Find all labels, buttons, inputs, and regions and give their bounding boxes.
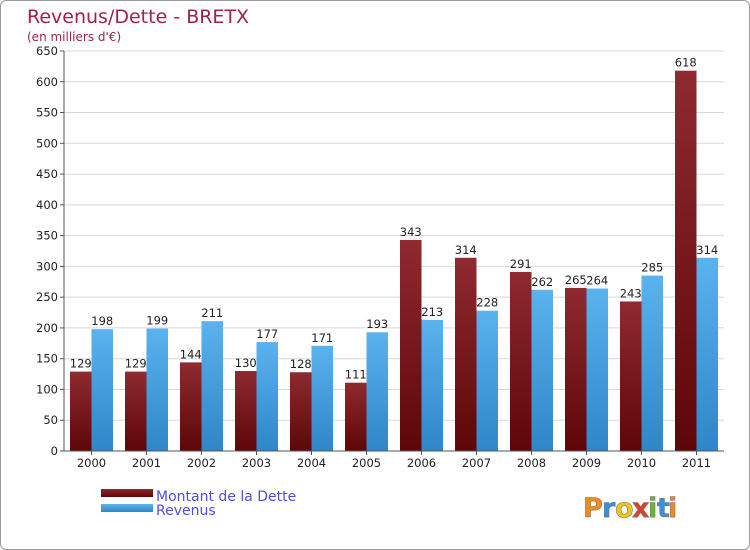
logo-letter: i (668, 493, 677, 524)
x-tick-label: 2006 (407, 456, 436, 470)
x-tick-label: 2007 (462, 456, 491, 470)
y-tick-label: 150 (36, 352, 58, 366)
x-tick-label: 2000 (77, 456, 106, 470)
logo-letter: o (615, 493, 634, 524)
y-tick-label: 450 (36, 167, 58, 181)
logo-letter: x (632, 493, 649, 524)
value-label-debt: 343 (400, 225, 422, 239)
bar-revenue (696, 257, 718, 451)
bar-debt (290, 372, 312, 451)
value-label-debt: 144 (180, 347, 202, 361)
value-label-debt: 265 (565, 273, 587, 287)
y-tick-label: 50 (43, 413, 58, 427)
bar-debt (180, 362, 202, 451)
value-label-revenue: 198 (91, 314, 113, 328)
bar-revenue (476, 310, 498, 451)
y-tick-label: 250 (36, 290, 58, 304)
x-tick-label: 2002 (187, 456, 216, 470)
bar-revenue (91, 329, 113, 451)
bars (70, 70, 718, 451)
y-tick-label: 200 (36, 321, 58, 335)
logo-letter: r (602, 493, 616, 524)
bar-debt (125, 371, 147, 451)
bar-debt (400, 239, 422, 451)
bar-revenue (531, 289, 553, 451)
x-tick-label: 2011 (682, 456, 711, 470)
logo-letter: t (657, 493, 670, 524)
value-label-revenue: 199 (146, 314, 168, 328)
bar-revenue (256, 342, 278, 451)
value-label-revenue: 314 (696, 243, 718, 257)
y-tick-label: 350 (36, 229, 58, 243)
value-label-debt: 129 (125, 357, 147, 371)
value-label-revenue: 211 (201, 306, 223, 320)
y-tick-label: 300 (36, 259, 58, 273)
x-tick-label: 2003 (242, 456, 271, 470)
y-tick-label: 0 (51, 444, 58, 458)
bar-revenue (421, 319, 443, 451)
bar-debt (565, 287, 587, 451)
value-label-revenue: 262 (531, 275, 553, 289)
bar-debt (455, 257, 477, 451)
legend-swatch-revenue (101, 504, 153, 512)
legend-label-debt: Montant de la Dette (156, 489, 296, 505)
value-label-debt: 314 (455, 243, 477, 257)
bar-revenue (641, 275, 663, 451)
chart-subtitle: (en milliers d'€) (27, 30, 121, 44)
x-tick-label: 2010 (627, 456, 656, 470)
value-label-revenue: 171 (311, 331, 333, 345)
value-label-revenue: 285 (641, 261, 663, 275)
bar-revenue (201, 321, 223, 451)
value-label-revenue: 228 (476, 296, 498, 310)
logo-letter: i (648, 493, 657, 524)
axes: 0 50 100 150 200 250 300 350 400 450 500 550 600 650 2… (36, 44, 724, 470)
value-label-debt: 243 (620, 286, 642, 300)
bar-debt (345, 382, 367, 451)
value-label-revenue: 213 (421, 305, 443, 319)
value-label-revenue: 177 (256, 327, 278, 341)
x-tick-label: 2008 (517, 456, 546, 470)
bar-revenue (146, 328, 168, 451)
value-label-debt: 618 (675, 56, 697, 70)
bar-debt (235, 371, 257, 451)
bar-debt (675, 70, 697, 451)
grid-lines (64, 50, 724, 421)
value-label-revenue: 264 (586, 274, 608, 288)
value-label-debt: 111 (345, 368, 367, 382)
y-tick-label: 500 (36, 136, 58, 150)
x-tick-label: 2001 (132, 456, 161, 470)
bar-debt (510, 271, 532, 451)
x-tick-label: 2004 (297, 456, 326, 470)
y-tick-label: 400 (36, 198, 58, 212)
bar-revenue (311, 345, 333, 451)
bar-debt (70, 371, 92, 451)
legend: Montant de la Dette Revenus (101, 489, 296, 519)
value-labels: 129 198 129 199 144 211 130 177 128 171 111 193 343 2… (70, 56, 718, 382)
value-label-debt: 129 (70, 357, 92, 371)
legend-swatch-debt (101, 489, 153, 497)
y-tick-label: 600 (36, 75, 58, 89)
bar-revenue (366, 332, 388, 451)
y-tick-label: 550 (36, 106, 58, 120)
x-tick-label: 2005 (352, 456, 381, 470)
y-tick-label: 650 (36, 44, 58, 58)
logo-letter: P (583, 493, 603, 524)
value-label-debt: 130 (235, 356, 257, 370)
legend-label-revenue: Revenus (156, 503, 216, 519)
x-tick-label: 2009 (572, 456, 601, 470)
value-label-debt: 291 (510, 257, 532, 271)
y-tick-label: 100 (36, 382, 58, 396)
value-label-revenue: 193 (366, 317, 388, 331)
bar-revenue (586, 288, 608, 451)
value-label-debt: 128 (290, 357, 312, 371)
chart-title: Revenus/Dette - BRETX (27, 6, 249, 28)
bar-debt (620, 301, 642, 451)
